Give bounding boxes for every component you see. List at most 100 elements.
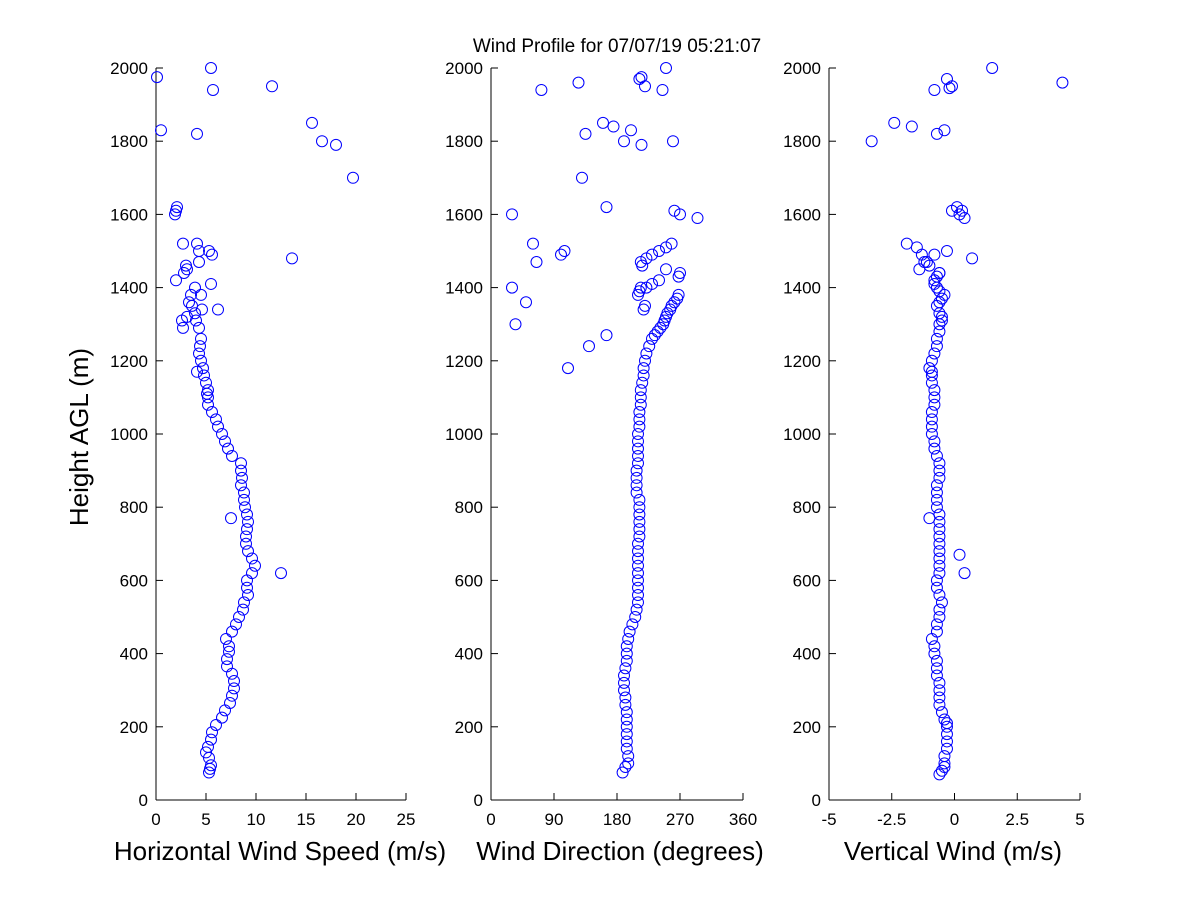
- direction-data-point: [555, 248, 567, 261]
- direction-data-point: [620, 706, 633, 719]
- direction-data-point: [618, 684, 630, 697]
- direction-data-point: [633, 515, 646, 528]
- vertical-x-tick-label: 5: [1075, 810, 1084, 829]
- vertical-data-point: [935, 292, 948, 305]
- speed-y-tick-label: 1000: [110, 425, 148, 444]
- vertical-data-point: [933, 266, 946, 279]
- speed-data-point: [198, 369, 210, 382]
- speed-data-point: [205, 759, 217, 772]
- direction-data-point: [639, 354, 651, 367]
- vertical-data-point: [933, 684, 946, 697]
- vertical-y-tick-label: 1200: [783, 352, 821, 371]
- speed-data-point: [275, 567, 287, 580]
- vertical-data-point: [930, 299, 943, 312]
- vertical-data-point: [933, 676, 946, 689]
- vertical-data-point: [923, 512, 936, 525]
- speed-data-point: [235, 457, 247, 470]
- speed-data-point: [235, 479, 247, 492]
- direction-data-point: [665, 237, 678, 250]
- speed-x-tick-label: 5: [201, 810, 210, 829]
- direction-data-point: [632, 589, 644, 602]
- vertical-data-point: [938, 713, 951, 726]
- vertical-data-point: [933, 325, 946, 338]
- speed-data-point: [216, 711, 228, 724]
- direction-y-tick-label: 400: [455, 645, 483, 664]
- vertical-data-point: [933, 768, 946, 781]
- speed-y-tick-label: 1600: [110, 205, 148, 224]
- direction-data-point: [660, 263, 672, 276]
- speed-data-point: [201, 387, 213, 400]
- vertical-data-point: [930, 501, 943, 514]
- speed-data-point: [193, 255, 205, 268]
- chart-title: Wind Profile for 07/07/19 05:21:07: [473, 36, 761, 57]
- direction-data-point: [633, 530, 646, 543]
- vertical-data-point: [933, 530, 946, 543]
- direction-data-point: [626, 618, 639, 631]
- vertical-data-point: [930, 270, 943, 283]
- direction-data-point: [632, 559, 644, 572]
- vertical-data-point: [945, 80, 958, 93]
- speed-y-tick-label: 800: [120, 498, 148, 517]
- speed-y-tick-label: 1200: [110, 352, 148, 371]
- speed-data-point: [246, 552, 258, 565]
- vertical-data-point: [928, 398, 941, 411]
- direction-data-point: [660, 62, 672, 74]
- vertical-data-point: [943, 82, 956, 95]
- speed-data-point: [206, 248, 218, 261]
- direction-data-point: [530, 255, 543, 268]
- direction-data-point: [629, 611, 642, 623]
- speed-data-point: [186, 299, 198, 312]
- vertical-data-point: [925, 413, 938, 426]
- vertical-data-point: [930, 662, 943, 675]
- vertical-data-point: [930, 625, 943, 638]
- speed-data-point: [155, 124, 167, 137]
- speed-data-point: [238, 486, 250, 499]
- vertical-data-point: [930, 618, 943, 631]
- speed-y-tick-label: 1800: [110, 132, 148, 151]
- direction-data-point: [634, 391, 647, 404]
- direction-data-point: [632, 574, 644, 587]
- vertical-data-point: [933, 611, 946, 623]
- direction-data-point: [632, 567, 644, 580]
- vertical-data-point: [940, 717, 953, 730]
- speed-data-point: [193, 347, 205, 360]
- vertical-data-point: [933, 552, 946, 565]
- direction-y-tick-label: 800: [455, 498, 483, 517]
- speed-data-point: [226, 449, 238, 462]
- vertical-data-point: [956, 204, 969, 217]
- speed-data-point: [170, 204, 182, 217]
- speed-data-point: [222, 442, 234, 455]
- direction-data-point: [620, 647, 633, 660]
- direction-data-point: [672, 270, 685, 283]
- direction-data-point: [633, 406, 646, 419]
- horizontal-wind-speed-panel: 0 5 10 15 20 25 0 200 400 600 800 1000 1200 1400 1600 1…: [110, 59, 415, 829]
- vertical-data-point: [930, 479, 943, 492]
- speed-data-point: [241, 574, 253, 587]
- speed-x-tick-label: 20: [347, 810, 366, 829]
- speed-data-point: [241, 508, 253, 521]
- y-axis-label: Height AGL (m): [64, 348, 94, 526]
- vertical-data-point: [923, 362, 936, 375]
- speed-data-point: [191, 365, 203, 378]
- vertical-y-tick-label: 1000: [783, 425, 821, 444]
- vertical-data-point: [933, 307, 946, 320]
- direction-data-point: [632, 435, 644, 448]
- speed-data-point: [220, 632, 232, 645]
- speed-data-point: [216, 428, 228, 440]
- direction-data-point: [506, 281, 518, 294]
- direction-data-point: [520, 296, 532, 309]
- vertical-y-tick-label: 1800: [783, 132, 821, 151]
- vertical-data-point: [928, 83, 941, 96]
- direction-data-point: [619, 691, 632, 704]
- speed-data-point: [180, 259, 192, 272]
- vertical-y-tick-label: 600: [793, 571, 821, 590]
- vertical-data-point: [933, 698, 946, 711]
- direction-data-point: [654, 321, 667, 334]
- vertical-data-point: [933, 691, 946, 704]
- vertical-data-point: [930, 581, 943, 594]
- vertical-data-point: [933, 471, 946, 484]
- direction-x-tick-label: 270: [666, 810, 694, 829]
- vertical-data-point: [933, 523, 946, 536]
- speed-data-point: [238, 493, 250, 506]
